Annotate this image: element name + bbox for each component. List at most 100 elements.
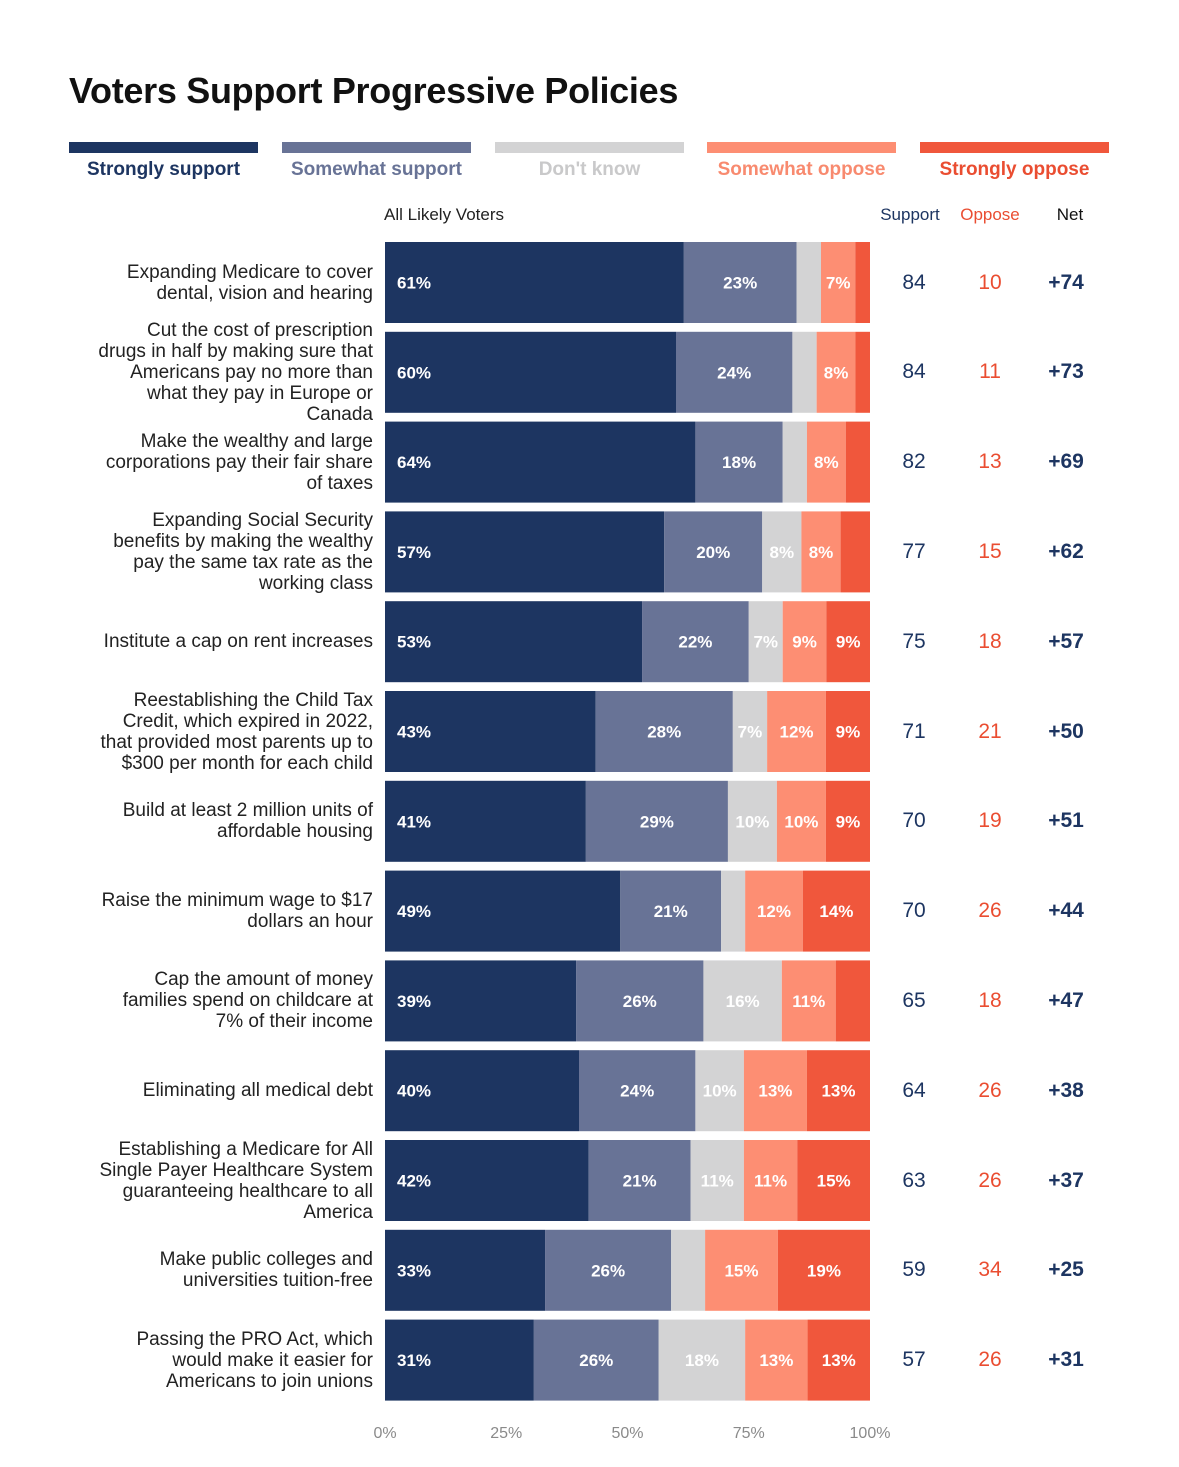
bar-value-label: 8% xyxy=(809,543,834,562)
bar-value-label: 7% xyxy=(738,723,763,742)
bar-value-label: 19% xyxy=(807,1261,841,1280)
legend-label: Strongly oppose xyxy=(939,159,1090,180)
row-label-line: what they pay in Europe or xyxy=(146,382,373,404)
row-label: Build at least 2 million units of afforda… xyxy=(40,800,373,842)
bar-segment xyxy=(576,960,704,1042)
x-tick-label: 50% xyxy=(611,1425,643,1442)
row-label-line: would make it easier for xyxy=(172,1349,373,1371)
row-label-line: Raise the minimum wage to $17 xyxy=(101,890,373,912)
bar-segment xyxy=(695,1050,744,1132)
bar-value-label: 15% xyxy=(817,1172,851,1191)
bar-segment xyxy=(703,960,782,1042)
bar-value-label: 23% xyxy=(723,274,757,293)
bar-value-label: 18% xyxy=(722,453,756,472)
row-label-line: Americans pay no more than xyxy=(130,361,373,383)
bar-segment xyxy=(721,870,746,952)
net-value: +38 xyxy=(1048,1078,1084,1102)
bar-value-label: 13% xyxy=(822,1351,856,1370)
support-value: 77 xyxy=(902,539,926,563)
oppose-value: 18 xyxy=(978,629,1002,653)
oppose-header: Oppose xyxy=(960,205,1020,224)
support-value: 65 xyxy=(902,988,926,1012)
bar-segment xyxy=(727,780,777,862)
row-label: Passing the PRO Act, which would make it … xyxy=(40,1329,373,1392)
net-header: Net xyxy=(1056,205,1084,224)
bar-segment xyxy=(385,870,621,952)
support-value: 84 xyxy=(902,270,926,294)
oppose-value: 26 xyxy=(978,1348,1002,1372)
row-label-line: Cap the amount of money xyxy=(154,969,373,991)
bar-value-label: 18% xyxy=(685,1351,719,1370)
bar-segment xyxy=(743,1140,798,1221)
bar-value-label: 15% xyxy=(724,1261,758,1280)
bar-segment xyxy=(807,1319,870,1401)
row-label-line: corporations pay their fair share xyxy=(105,451,373,473)
legend-item: Strongly support xyxy=(69,142,258,181)
row-label: Reestablishing the Child Tax Credit, whic… xyxy=(40,690,374,774)
bar-value-label: 43% xyxy=(397,723,431,742)
bar-segment xyxy=(683,242,797,323)
bar-segment xyxy=(825,780,870,862)
bar-value-label: 9% xyxy=(836,723,861,742)
bar-segment xyxy=(385,1050,579,1132)
net-value: +47 xyxy=(1048,988,1084,1012)
row-label-line: Eliminating all medical debt xyxy=(142,1080,373,1102)
row-label-line: Expanding Medicare to cover xyxy=(126,261,373,283)
legend-item: Strongly oppose xyxy=(920,142,1109,181)
row-label-line: Make the wealthy and large xyxy=(140,430,373,452)
net-value: +51 xyxy=(1048,809,1084,833)
bar-segment xyxy=(855,331,870,413)
row-label-line: Cut the cost of prescription xyxy=(147,319,373,341)
bar-segment xyxy=(545,1229,672,1311)
row-label-line: Build at least 2 million units of xyxy=(122,800,373,822)
bar-segment xyxy=(777,1229,870,1311)
net-value: +31 xyxy=(1048,1348,1084,1372)
bar-value-label: 12% xyxy=(757,902,791,921)
bar-segment xyxy=(797,1140,870,1221)
bar-segment xyxy=(595,691,733,772)
oppose-value: 13 xyxy=(978,450,1002,474)
bar-segment xyxy=(385,780,586,862)
legend-label: Don't know xyxy=(538,159,641,180)
bar-value-label: 8% xyxy=(824,363,849,382)
row-label-line: Expanding Social Security xyxy=(152,509,373,531)
bar-value-label: 26% xyxy=(623,992,657,1011)
net-value: +37 xyxy=(1048,1168,1084,1192)
bar-segment xyxy=(385,511,665,593)
row-label-line: Establishing a Medicare for All xyxy=(118,1138,373,1160)
bar-segment xyxy=(821,242,856,323)
legend-label: Strongly support xyxy=(86,159,241,180)
legend-swatch xyxy=(495,142,684,153)
bar-value-label: 7% xyxy=(826,274,851,293)
row-label: Establishing a Medicare for All Single Pa… xyxy=(40,1139,373,1223)
row-label: Raise the minimum wage to $17 dollars an … xyxy=(40,890,373,932)
oppose-value: 26 xyxy=(978,899,1002,923)
bar-segment xyxy=(826,601,870,683)
bar-segment xyxy=(676,331,793,413)
row-label-line: Make public colleges and xyxy=(159,1249,373,1271)
x-tick-label: 75% xyxy=(733,1425,765,1442)
bar-segment xyxy=(533,1319,659,1401)
bar-value-label: 9% xyxy=(792,633,817,652)
bar-value-label: 10% xyxy=(703,1082,737,1101)
net-value: +57 xyxy=(1048,629,1084,653)
bar-segment xyxy=(385,1229,546,1311)
row-label-line: drugs in half by making sure that xyxy=(98,340,373,362)
bar-value-label: 9% xyxy=(836,633,861,652)
legend-label: Somewhat oppose xyxy=(717,159,886,180)
bar-segment xyxy=(855,242,870,323)
bar-segment xyxy=(781,960,836,1042)
bar-segment xyxy=(792,331,817,413)
bar-segment xyxy=(840,511,870,593)
oppose-value: 10 xyxy=(978,270,1002,294)
row-label: Cap the amount of money families spend on… xyxy=(40,969,373,1032)
x-tick-label: 0% xyxy=(373,1425,396,1442)
row-label: Expanding Medicare to cover dental, visio… xyxy=(40,262,373,304)
net-value: +73 xyxy=(1048,360,1084,384)
bar-value-label: 42% xyxy=(397,1172,431,1191)
net-value: +74 xyxy=(1048,270,1084,294)
x-tick-label: 25% xyxy=(490,1425,522,1442)
row-label-line: universities tuition-free xyxy=(182,1270,373,1292)
legend-item: Somewhat oppose xyxy=(707,142,896,181)
bar-segment xyxy=(835,960,870,1042)
